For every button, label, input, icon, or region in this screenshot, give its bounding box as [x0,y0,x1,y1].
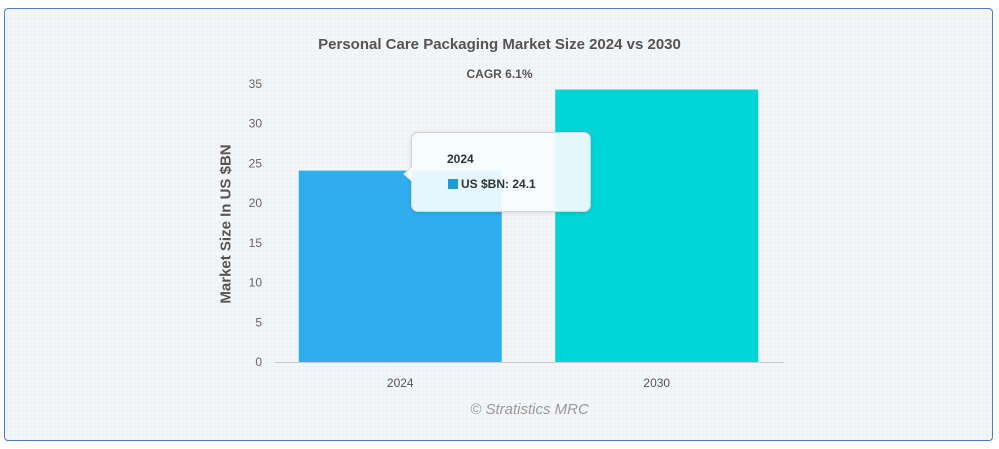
y-tick-label: 5 [255,315,262,329]
x-tick-label: 2024 [387,376,414,390]
tooltip-title: 2024 [447,152,474,166]
chart-title: Personal Care Packaging Market Size 2024… [318,36,681,53]
bar-tooltip: 2024 US $BN: 24.1 [403,132,591,212]
y-tick-label: 30 [249,117,263,131]
source-credit: © Stratistics MRC [470,401,589,418]
tooltip-row: US $BN: 24.1 [448,177,536,191]
y-tick-label: 15 [249,236,263,250]
tooltip-value: US $BN: 24.1 [461,177,536,191]
chart-subtitle: CAGR 6.1% [466,67,533,81]
y-tick-label: 10 [249,276,263,290]
x-tick-label: 2030 [643,376,670,390]
y-tick-label: 0 [255,355,262,369]
bar-2030[interactable] [555,89,759,362]
y-tick-label: 25 [249,156,263,170]
y-tick-label: 35 [249,77,263,91]
tooltip-swatch [448,179,458,189]
y-tick-label: 20 [249,196,263,210]
